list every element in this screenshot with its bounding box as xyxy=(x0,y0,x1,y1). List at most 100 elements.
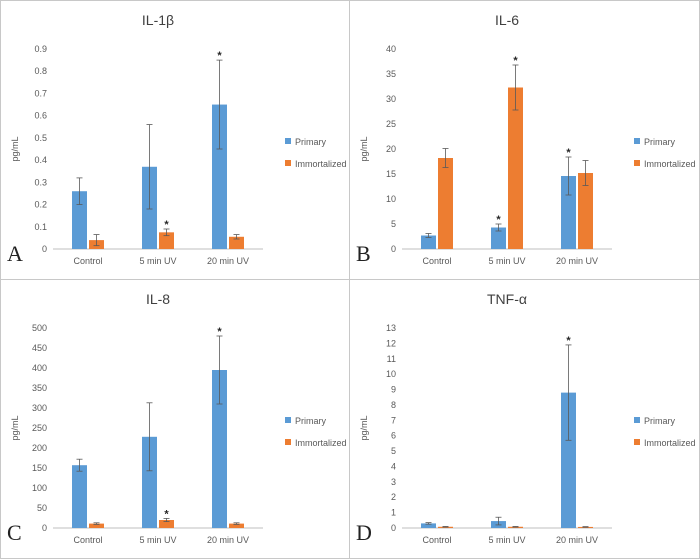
chart-svg: IL-1β pg/mL 0 0.1 0.2 0.3 0.4 0.5 0.6 0.7 0.8 0.9 Co… xyxy=(10,12,347,266)
y-tick-label: 4 xyxy=(391,461,396,471)
y-tick-label: 0.9 xyxy=(34,44,47,54)
y-tick-label: 10 xyxy=(386,369,396,379)
bar xyxy=(142,436,157,528)
panel-letter: D xyxy=(356,520,372,545)
legend-label: Primary xyxy=(295,137,326,147)
y-tick-label: 5 xyxy=(391,446,396,456)
y-tick-label: 30 xyxy=(386,94,396,104)
legend-label: Immortalized xyxy=(644,159,696,169)
x-tick-label: 5 min UV xyxy=(139,256,176,266)
bar xyxy=(159,232,174,249)
y-tick-label: 0.2 xyxy=(34,200,47,210)
chart-title: IL-1β xyxy=(142,12,174,28)
x-tick-label: Control xyxy=(422,535,451,545)
significance-marker: * xyxy=(513,55,518,67)
y-tick-label: 400 xyxy=(32,363,47,373)
y-tick-label: 0.5 xyxy=(34,133,47,143)
bar xyxy=(159,520,174,528)
y-tick-label: 300 xyxy=(32,403,47,413)
y-tick-label: 2 xyxy=(391,492,396,502)
y-tick-label: 50 xyxy=(37,503,47,513)
y-tick-label: 450 xyxy=(32,343,47,353)
y-tick-label: 20 xyxy=(386,144,396,154)
y-tick-label: 250 xyxy=(32,423,47,433)
y-tick-label: 200 xyxy=(32,443,47,453)
legend-swatch xyxy=(285,160,291,166)
y-tick-label: 0.6 xyxy=(34,111,47,121)
y-axis-label: pg/mL xyxy=(10,415,20,440)
legend-swatch xyxy=(285,138,291,144)
y-axis-label: pg/mL xyxy=(10,136,20,161)
significance-marker: * xyxy=(164,508,169,520)
chart-title: IL-6 xyxy=(495,12,519,28)
y-tick-label: 6 xyxy=(391,431,396,441)
chart-svg: IL-6 pg/mL 0 5 10 15 20 25 30 35 40 Control 5 min UV… xyxy=(359,12,696,266)
y-tick-label: 5 xyxy=(391,219,396,229)
bar xyxy=(212,104,227,249)
x-tick-label: 20 min UV xyxy=(556,535,598,545)
legend-swatch xyxy=(285,439,291,445)
x-tick-label: 20 min UV xyxy=(207,256,249,266)
x-tick-label: 5 min UV xyxy=(488,535,525,545)
bar xyxy=(438,158,453,249)
chart-title: IL-8 xyxy=(146,291,170,307)
y-tick-label: 0.8 xyxy=(34,66,47,76)
y-tick-label: 25 xyxy=(386,119,396,129)
bar xyxy=(508,87,523,249)
y-tick-label: 0.4 xyxy=(34,155,47,165)
y-tick-label: 0 xyxy=(42,244,47,254)
bar xyxy=(421,523,436,528)
chart-panel-b: B IL-6 pg/mL 0 5 10 15 20 25 30 35 40 Control 5 min … xyxy=(349,0,700,280)
y-tick-label: 150 xyxy=(32,463,47,473)
legend-swatch xyxy=(634,138,640,144)
x-tick-label: Control xyxy=(422,256,451,266)
chart-title: TNF-α xyxy=(487,291,527,307)
y-tick-label: 0.7 xyxy=(34,88,47,98)
legend-label: Primary xyxy=(644,137,675,147)
x-tick-label: Control xyxy=(73,535,102,545)
y-tick-label: 500 xyxy=(32,323,47,333)
significance-marker: * xyxy=(217,326,222,338)
y-tick-label: 12 xyxy=(386,338,396,348)
y-axis-label: pg/mL xyxy=(359,136,369,161)
legend-label: Immortalized xyxy=(295,159,347,169)
panel-letter: C xyxy=(7,520,22,545)
y-tick-label: 40 xyxy=(386,44,396,54)
y-tick-label: 7 xyxy=(391,415,396,425)
legend-swatch xyxy=(634,439,640,445)
x-tick-label: 20 min UV xyxy=(207,535,249,545)
bar xyxy=(491,227,506,249)
bar xyxy=(229,236,244,249)
chart-panel-d: D TNF-α pg/mL 0 1 2 3 4 5 6 7 8 9 10 11 12 13 Control 5 m… xyxy=(349,279,700,559)
bar xyxy=(212,370,227,528)
legend-swatch xyxy=(634,417,640,423)
bar xyxy=(578,173,593,249)
bar xyxy=(561,392,576,528)
y-tick-label: 1 xyxy=(391,508,396,518)
legend-swatch xyxy=(285,417,291,423)
y-axis-label: pg/mL xyxy=(359,415,369,440)
y-tick-label: 0.1 xyxy=(34,222,47,232)
y-tick-label: 0 xyxy=(42,523,47,533)
legend-label: Primary xyxy=(644,416,675,426)
y-tick-label: 0 xyxy=(391,244,396,254)
y-tick-label: 350 xyxy=(32,383,47,393)
y-tick-label: 10 xyxy=(386,194,396,204)
y-tick-label: 9 xyxy=(391,385,396,395)
y-tick-label: 15 xyxy=(386,169,396,179)
significance-marker: * xyxy=(566,147,571,159)
legend-label: Immortalized xyxy=(295,438,347,448)
bar xyxy=(421,235,436,249)
significance-marker: * xyxy=(217,50,222,62)
bar xyxy=(229,523,244,528)
panel-letter: B xyxy=(356,241,371,266)
x-tick-label: 20 min UV xyxy=(556,256,598,266)
y-tick-label: 8 xyxy=(391,400,396,410)
significance-marker: * xyxy=(496,214,501,226)
legend-label: Immortalized xyxy=(644,438,696,448)
chart-panel-c: C IL-8 pg/mL 0 50 100 150 200 250 300 350 400 450 50… xyxy=(0,279,350,559)
x-tick-label: 5 min UV xyxy=(139,535,176,545)
y-tick-label: 35 xyxy=(386,69,396,79)
legend-swatch xyxy=(634,160,640,166)
